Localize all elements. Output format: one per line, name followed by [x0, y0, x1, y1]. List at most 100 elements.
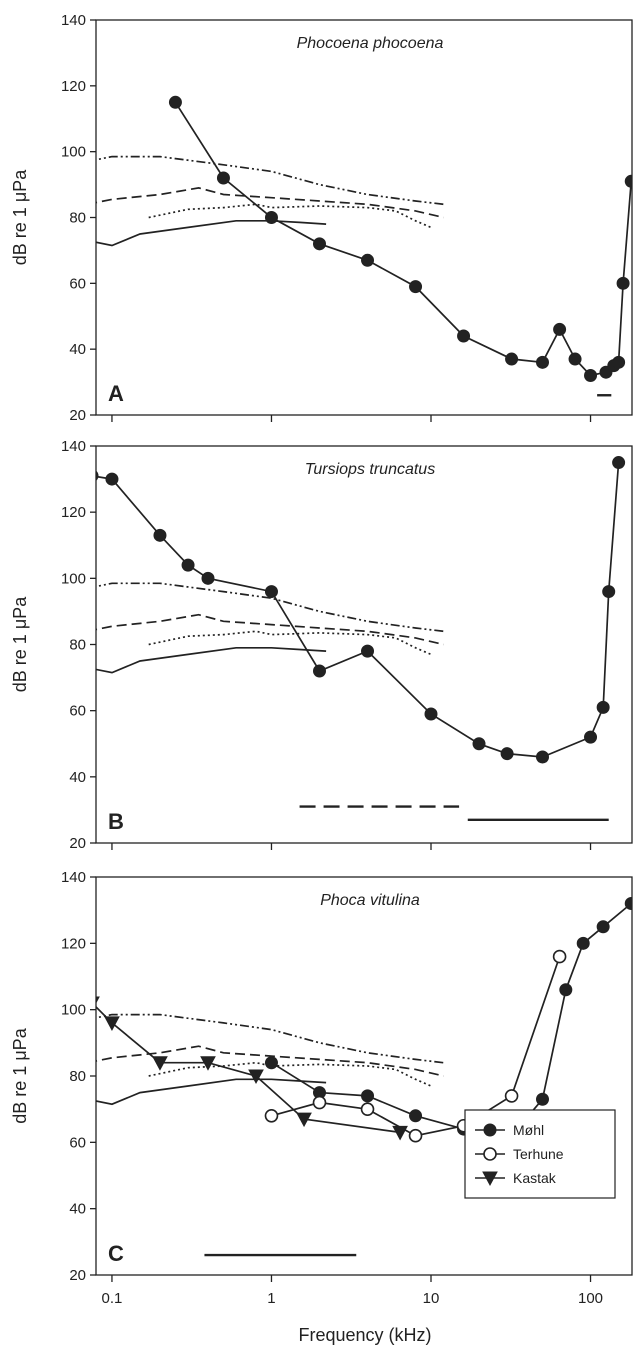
series-møhl — [168, 95, 632, 382]
legend-label: Terhune — [513, 1146, 564, 1162]
y-tick-label: 60 — [69, 1134, 86, 1151]
data-point — [553, 322, 567, 336]
ambient-noise-curve-dash-dot-dot — [96, 582, 444, 633]
x-tick-label: 10 — [423, 1290, 440, 1307]
x-tick-label: 100 — [578, 1290, 603, 1307]
ambient-noise-curve-dashed — [96, 1045, 444, 1077]
data-point — [596, 920, 610, 934]
panel-b: 20 40 60 80 100 120 140 dB re 1 μPa Tursiops tru… — [10, 438, 633, 852]
y-tick-label: 20 — [69, 407, 86, 424]
legend-marker — [483, 1147, 497, 1161]
data-point — [296, 1112, 312, 1128]
ambient-noise-curve-dash-dot-dot — [96, 155, 444, 206]
data-point — [536, 355, 550, 369]
data-point — [472, 737, 486, 751]
data-point — [153, 528, 167, 542]
plot-area — [96, 95, 632, 397]
data-point — [361, 644, 375, 658]
data-point — [361, 1089, 375, 1103]
y-tick-label: 20 — [69, 1267, 86, 1284]
data-point — [504, 1089, 519, 1103]
data-point — [96, 996, 100, 1004]
data-point — [96, 470, 99, 481]
ambient-noise-curve-solid — [96, 1078, 327, 1106]
legend: Møhl Terhune Kastak — [464, 1109, 616, 1199]
data-point — [361, 253, 375, 267]
y-tick-label: 80 — [69, 637, 86, 654]
y-tick-label: 60 — [69, 703, 86, 720]
y-tick-label: 40 — [69, 1201, 86, 1218]
data-point — [552, 949, 567, 964]
panel-a: 20 40 60 80 100 120 140 dB re 1 μPa Phocoena pho… — [10, 12, 633, 424]
series-kastak — [96, 996, 408, 1141]
data-point — [612, 456, 626, 470]
data-point — [264, 1109, 279, 1123]
y-tick-label: 80 — [69, 210, 86, 227]
y-tick-label: 40 — [69, 769, 86, 786]
data-point — [409, 1109, 423, 1123]
plot-frame — [95, 876, 633, 1276]
panel-c: 20 40 60 80 100 120 140 0.1 1 10 100 dB re 1 μPa Pho… — [10, 869, 633, 1307]
data-point — [576, 936, 590, 950]
data-point — [201, 571, 215, 585]
ambient-noise-curve-solid — [96, 646, 327, 674]
y-axis-label: dB re 1 μPa — [10, 1027, 30, 1123]
data-point — [264, 585, 278, 599]
plot-area — [96, 456, 626, 822]
y-tick-label: 140 — [61, 438, 86, 455]
x-tick-label: 0.1 — [102, 1290, 123, 1307]
y-tick-label: 120 — [61, 935, 86, 952]
y-axis-label: dB re 1 μPa — [10, 596, 30, 692]
data-point — [152, 1056, 168, 1071]
series-terhune — [264, 949, 567, 1143]
data-point — [264, 211, 278, 224]
y-tick-label: 20 — [69, 835, 86, 852]
data-point — [181, 558, 195, 572]
y-tick-label: 60 — [69, 275, 86, 292]
data-point — [584, 369, 598, 382]
data-point — [168, 95, 182, 109]
panel-title: Tursiops truncatus — [305, 461, 435, 478]
panel-letter: A — [108, 381, 124, 406]
x-axis-label: Frequency (kHz) — [298, 1325, 431, 1345]
y-tick-label: 100 — [61, 144, 86, 161]
ambient-noise-curve-dash-dot-dot — [96, 1013, 444, 1064]
y-tick-label: 100 — [61, 570, 86, 587]
data-point — [360, 1102, 375, 1116]
data-point — [392, 1125, 408, 1141]
data-point — [568, 352, 582, 366]
data-point — [612, 355, 626, 369]
data-point — [424, 707, 438, 721]
series-line — [96, 1005, 401, 1134]
data-point — [602, 585, 616, 599]
y-tick-label: 40 — [69, 341, 86, 358]
plot-frame — [95, 445, 633, 844]
data-point — [624, 897, 632, 911]
legend-marker — [483, 1123, 497, 1137]
data-point — [584, 730, 598, 744]
y-tick-label: 100 — [61, 1002, 86, 1019]
data-point — [408, 1128, 423, 1143]
data-point — [536, 1092, 550, 1106]
data-point — [312, 237, 326, 251]
data-point — [409, 280, 423, 294]
series-line — [271, 956, 561, 1137]
data-point — [624, 174, 632, 188]
series-line — [96, 462, 620, 758]
data-point — [312, 664, 326, 678]
data-point — [264, 1056, 278, 1070]
y-axis-label: dB re 1 μPa — [10, 169, 30, 265]
ambient-noise-curve-dashed — [96, 187, 444, 219]
y-tick-label: 120 — [61, 78, 86, 95]
ambient-noise-curve-dashed — [96, 613, 444, 646]
data-point — [104, 1016, 120, 1031]
data-point — [105, 472, 119, 486]
panel-title: Phoca vitulina — [320, 892, 420, 909]
y-tick-label: 80 — [69, 1068, 86, 1085]
data-point — [248, 1069, 264, 1085]
data-point — [216, 171, 230, 185]
panel-letter: C — [108, 1241, 124, 1266]
x-tick-label: 1 — [267, 1290, 275, 1307]
